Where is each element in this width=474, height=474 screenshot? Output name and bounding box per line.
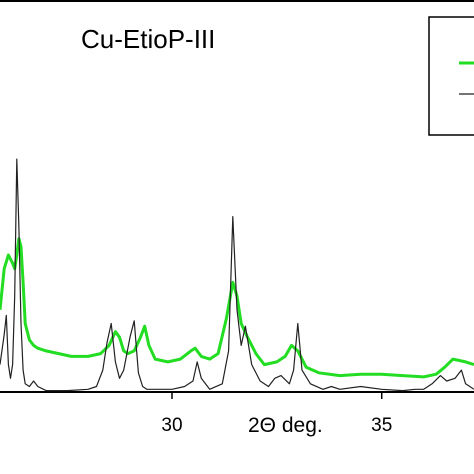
chart-title: Cu-EtioP-III — [81, 24, 215, 54]
tick-layer: 30 35 — [161, 392, 392, 436]
series-line-black — [0, 158, 474, 392]
legend-box — [428, 16, 474, 136]
legend — [428, 16, 474, 136]
series-layer — [0, 158, 474, 392]
x-tick-label: 35 — [371, 415, 392, 436]
x-axis-label: 2Θ deg. — [248, 414, 323, 437]
x-tick-label: 30 — [161, 415, 182, 436]
series-line-green — [0, 237, 474, 379]
